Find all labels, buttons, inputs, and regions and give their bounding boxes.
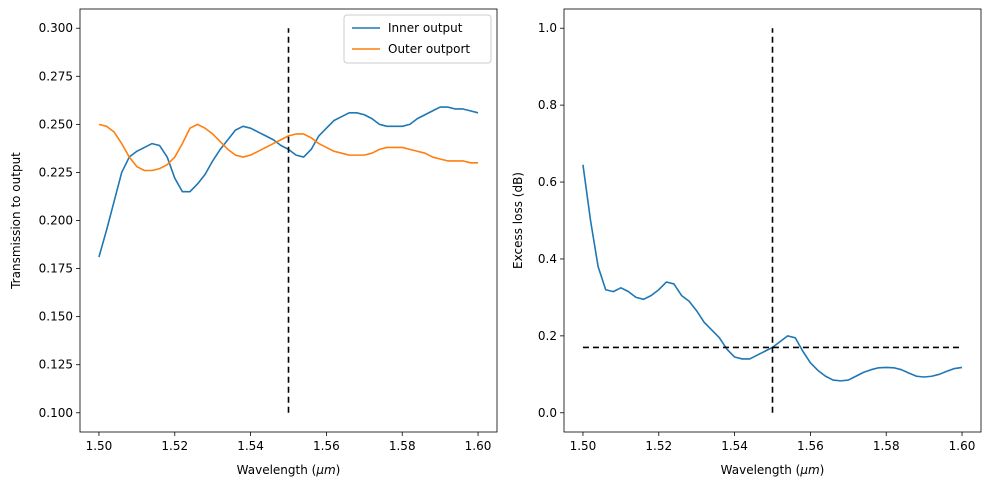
left-y-tick-label: 0.250 bbox=[39, 117, 73, 131]
right-x-axis-label: Wavelength (μm) bbox=[721, 463, 825, 477]
left-y-tick-label: 0.300 bbox=[39, 21, 73, 35]
left-legend: Inner output Outer outport bbox=[343, 14, 492, 64]
left-y-tick-label: 0.100 bbox=[39, 406, 73, 420]
left-series-line-1 bbox=[98, 123, 479, 172]
right-x-tick-label: 1.58 bbox=[873, 439, 900, 453]
right-y-tick-label: 0.0 bbox=[538, 406, 557, 420]
left-legend-box bbox=[343, 14, 492, 64]
right-y-tick-label: 0.8 bbox=[538, 98, 557, 112]
left-chart: 1.50 1.52 1.54 1.56 1.58 1.60 0.100 0.125 0.150 0… bbox=[9, 8, 498, 477]
left-x-tick-label: 1.60 bbox=[465, 439, 492, 453]
right-x-tick-label: 1.56 bbox=[797, 439, 824, 453]
right-x-tick-label: 1.52 bbox=[645, 439, 672, 453]
left-x-tick-label: 1.52 bbox=[161, 439, 188, 453]
right-x-tick-label: 1.50 bbox=[570, 439, 597, 453]
left-y-tick-label: 0.225 bbox=[39, 165, 73, 179]
right-x-tick-label: 1.60 bbox=[949, 439, 976, 453]
left-legend-label: Outer outport bbox=[388, 42, 470, 56]
left-y-tick-label: 0.150 bbox=[39, 310, 73, 324]
right-y-tick-label: 0.6 bbox=[538, 175, 557, 189]
left-y-tick-label: 0.175 bbox=[39, 262, 73, 276]
right-y-tick-label: 0.2 bbox=[538, 329, 557, 343]
left-x-axis-label: Wavelength (μm) bbox=[237, 463, 341, 477]
left-legend-label: Inner output bbox=[388, 21, 463, 35]
left-x-tick-label: 1.56 bbox=[313, 439, 340, 453]
right-x-tick-label: 1.54 bbox=[721, 439, 748, 453]
right-axes-frame bbox=[563, 8, 982, 433]
left-y-axis-label: Transmission to output bbox=[9, 152, 23, 290]
right-chart: 1.50 1.52 1.54 1.56 1.58 1.60 0.0 0.2 0.4 0.6 0.8 1… bbox=[511, 8, 982, 477]
left-x-tick-label: 1.50 bbox=[86, 439, 113, 453]
right-y-axis-label: Excess loss (dB) bbox=[511, 172, 525, 269]
right-y-tick-label: 1.0 bbox=[538, 21, 557, 35]
left-y-tick-label: 0.125 bbox=[39, 358, 73, 372]
left-y-tick-label: 0.275 bbox=[39, 69, 73, 83]
right-y-tick-label: 0.4 bbox=[538, 252, 557, 266]
left-x-tick-label: 1.54 bbox=[237, 439, 264, 453]
left-x-tick-label: 1.58 bbox=[389, 439, 416, 453]
left-y-tick-label: 0.200 bbox=[39, 214, 73, 228]
